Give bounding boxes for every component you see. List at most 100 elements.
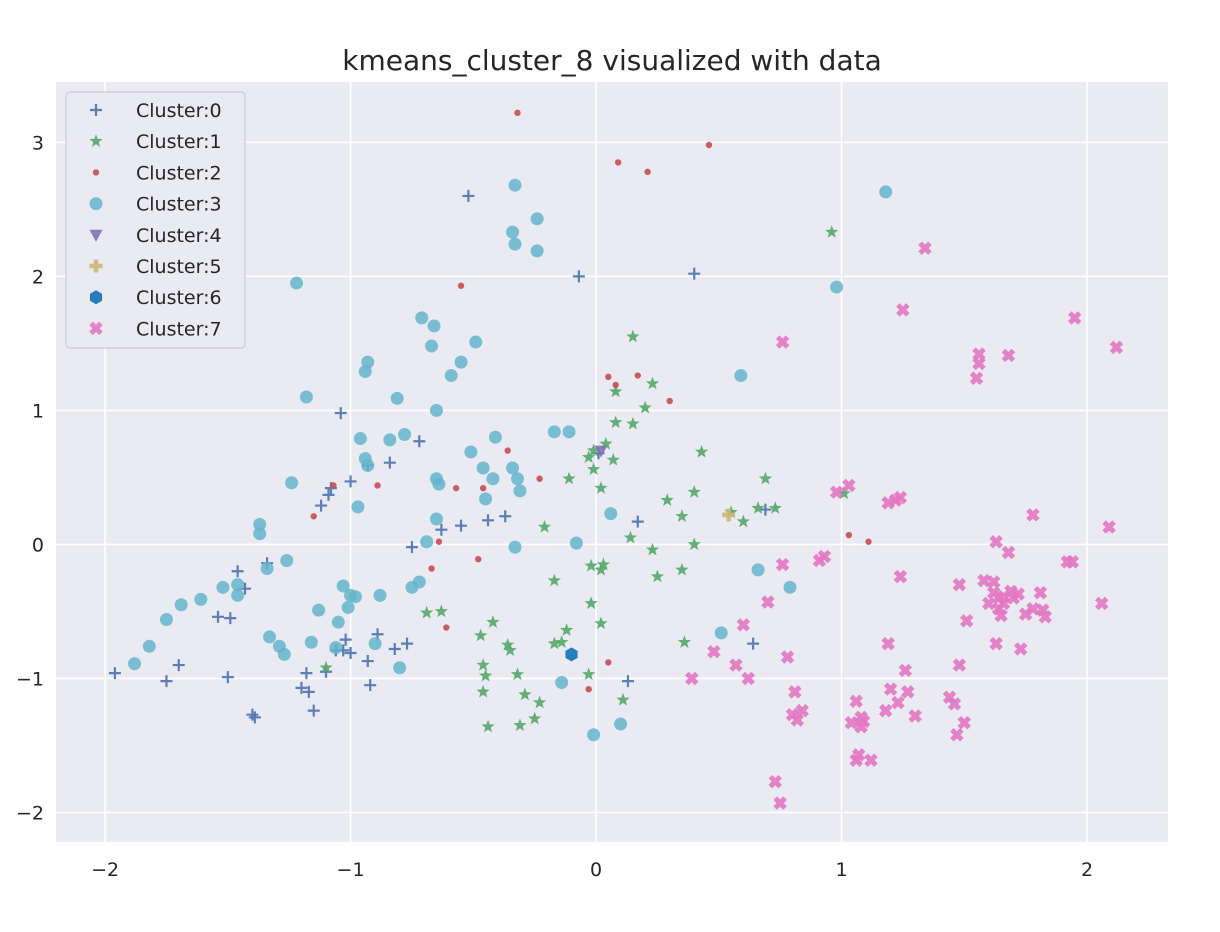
data-point xyxy=(514,109,521,117)
legend-frame xyxy=(65,91,246,349)
data-point xyxy=(918,241,932,255)
data-point xyxy=(420,605,434,619)
legend-label: Cluster:6 xyxy=(136,287,222,309)
data-point xyxy=(1038,610,1052,624)
data-point xyxy=(479,484,487,492)
series-cluster-3 xyxy=(128,178,893,742)
data-point xyxy=(503,643,517,656)
data-point xyxy=(412,575,426,589)
data-point xyxy=(891,695,905,710)
data-point xyxy=(559,623,574,636)
data-point xyxy=(736,618,751,632)
data-point xyxy=(734,369,748,383)
data-point xyxy=(504,447,511,454)
data-point xyxy=(645,376,660,390)
data-point xyxy=(383,433,397,447)
data-point xyxy=(353,432,367,446)
data-point xyxy=(605,659,612,666)
data-point xyxy=(565,647,578,662)
data-point xyxy=(231,588,245,602)
data-point xyxy=(1068,311,1082,325)
data-point xyxy=(817,549,832,564)
data-points xyxy=(108,109,1124,810)
data-point xyxy=(856,714,871,729)
data-point xyxy=(982,596,996,611)
data-point xyxy=(596,557,611,571)
data-point xyxy=(947,697,962,711)
data-point xyxy=(390,391,404,405)
data-point xyxy=(555,675,569,689)
grid-lines xyxy=(56,82,1168,842)
series-cluster-2 xyxy=(310,109,872,693)
legend-label: Cluster:5 xyxy=(136,256,222,278)
data-point xyxy=(957,715,971,730)
legend-marker xyxy=(92,169,100,176)
data-point xyxy=(388,642,401,655)
data-point xyxy=(851,748,866,762)
data-point xyxy=(569,536,583,550)
data-point xyxy=(604,507,618,521)
legend: Cluster:0 Cluster:1 Cluster:2 Cluster:3 Clus… xyxy=(65,91,246,349)
data-point xyxy=(312,603,326,617)
data-point xyxy=(481,719,495,733)
legend-marker xyxy=(89,134,103,147)
data-point xyxy=(142,639,156,653)
data-point xyxy=(694,444,709,458)
data-point xyxy=(280,554,294,568)
data-point xyxy=(1013,642,1028,656)
data-point xyxy=(883,682,898,696)
data-point xyxy=(582,450,596,463)
data-point xyxy=(952,577,967,592)
data-point xyxy=(879,185,893,199)
legend-item: Cluster:1 xyxy=(89,131,222,153)
data-point xyxy=(584,596,598,610)
data-point xyxy=(1033,585,1048,600)
data-point xyxy=(231,578,245,592)
data-point xyxy=(675,509,689,522)
data-point xyxy=(536,475,543,482)
data-point xyxy=(415,311,429,325)
data-point xyxy=(584,558,598,572)
data-point xyxy=(224,612,237,625)
data-point xyxy=(383,456,396,469)
data-point xyxy=(457,282,465,289)
data-point xyxy=(508,540,522,554)
data-point xyxy=(469,335,483,349)
data-point xyxy=(849,694,863,708)
data-point xyxy=(1095,596,1109,611)
x-tick-label: 1 xyxy=(835,859,847,881)
legend-label: Cluster:4 xyxy=(136,225,222,247)
data-point xyxy=(759,503,772,516)
data-point xyxy=(773,796,787,810)
data-point xyxy=(348,590,362,604)
data-point xyxy=(319,660,333,674)
data-point xyxy=(486,615,500,628)
data-point xyxy=(128,657,142,671)
legend-item: Cluster:3 xyxy=(89,194,222,216)
data-point xyxy=(645,542,660,556)
data-point xyxy=(1102,520,1116,534)
data-point xyxy=(499,510,512,523)
data-point xyxy=(547,573,561,587)
data-point xyxy=(675,562,689,576)
data-point xyxy=(864,753,878,767)
data-point xyxy=(253,517,267,531)
legend-marker xyxy=(89,229,103,242)
data-point xyxy=(685,671,699,686)
data-point xyxy=(315,499,328,512)
data-point xyxy=(330,482,337,489)
data-point xyxy=(488,430,502,444)
data-point xyxy=(300,667,313,680)
legend-label: Cluster:3 xyxy=(136,194,222,216)
data-point xyxy=(160,675,173,688)
data-point xyxy=(432,477,446,491)
data-point xyxy=(623,530,638,544)
data-point xyxy=(768,774,782,789)
data-point xyxy=(425,339,439,353)
data-point xyxy=(736,514,750,528)
data-point xyxy=(830,280,844,294)
data-point xyxy=(513,718,527,732)
data-point xyxy=(952,658,967,672)
series-cluster-7 xyxy=(685,241,1124,810)
data-point xyxy=(482,514,495,527)
